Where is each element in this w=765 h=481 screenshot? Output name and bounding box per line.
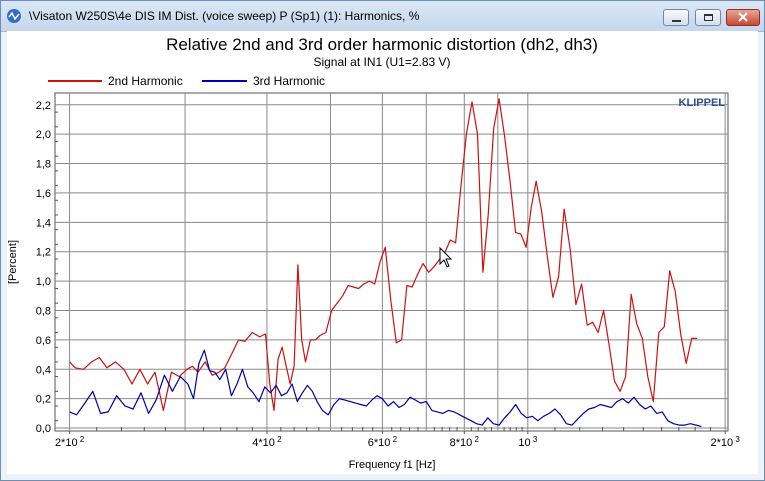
x-tick-label: 8*10 2 — [450, 435, 480, 449]
y-tick-label: 1,8 — [36, 159, 51, 171]
legend-label-3rd: 3rd Harmonic — [253, 74, 325, 88]
chart-subtitle: Signal at IN1 (U1=2.83 V) — [313, 55, 450, 69]
series-2nd-harmonic-line — [69, 98, 698, 411]
y-tick-label: 0,4 — [36, 364, 51, 376]
chart-area: Relative 2nd and 3rd order harmonic dist… — [7, 31, 758, 474]
x-tick-label: 10 3 — [518, 435, 537, 449]
chart-title: Relative 2nd and 3rd order harmonic dist… — [166, 35, 598, 54]
harmonic-distortion-chart: Relative 2nd and 3rd order harmonic dist… — [7, 35, 741, 471]
x-tick-label: 2*10 3 — [711, 435, 741, 449]
mouse-pointer-icon — [439, 246, 453, 268]
y-tick-label: 1,6 — [36, 188, 51, 200]
y-tick-label: 0,0 — [36, 423, 51, 435]
minimize-icon — [672, 20, 681, 22]
x-tick-label: 4*10 2 — [252, 435, 282, 449]
y-tick-label: 0,2 — [36, 394, 51, 406]
series-3rd-harmonic-line — [69, 349, 702, 428]
app-icon — [7, 9, 21, 23]
series-lines — [69, 98, 702, 428]
minimize-button[interactable] — [663, 9, 689, 26]
klippel-brand: KLIPPEL — [679, 97, 726, 109]
legend-label-2nd: 2nd Harmonic — [108, 74, 183, 88]
title-bar[interactable]: \Visaton W250S\4e DIS IM Dist. (voice sw… — [1, 1, 764, 32]
grid — [55, 93, 728, 431]
x-tick-label: 2*10 2 — [55, 435, 85, 449]
y-tick-label: 0,8 — [36, 305, 51, 317]
y-tick-label: 2,0 — [36, 129, 51, 141]
window-title: \Visaton W250S\4e DIS IM Dist. (voice sw… — [29, 9, 420, 23]
close-button[interactable] — [726, 9, 760, 26]
maximize-icon — [704, 14, 713, 21]
axis-ticks: 0,0 0,2 0,4 0,6 0,8 1,0 1,2 1,4 1,6 1,8 2,0 2,2 2*10… — [36, 100, 741, 449]
plot-frame — [54, 92, 729, 432]
legend: 2nd Harmonic 3rd Harmonic — [48, 74, 325, 88]
y-tick-label: 1,4 — [36, 217, 51, 229]
close-icon — [738, 12, 748, 22]
x-tick-label: 6*10 2 — [368, 435, 398, 449]
y-axis-label: [Percent] — [7, 240, 19, 284]
x-axis-label: Frequency f1 [Hz] — [349, 459, 436, 471]
y-tick-label: 1,2 — [36, 247, 51, 259]
y-tick-label: 0,6 — [36, 335, 51, 347]
maximize-button[interactable] — [695, 9, 721, 26]
y-tick-label: 2,2 — [36, 100, 51, 112]
y-tick-label: 1,0 — [36, 276, 51, 288]
